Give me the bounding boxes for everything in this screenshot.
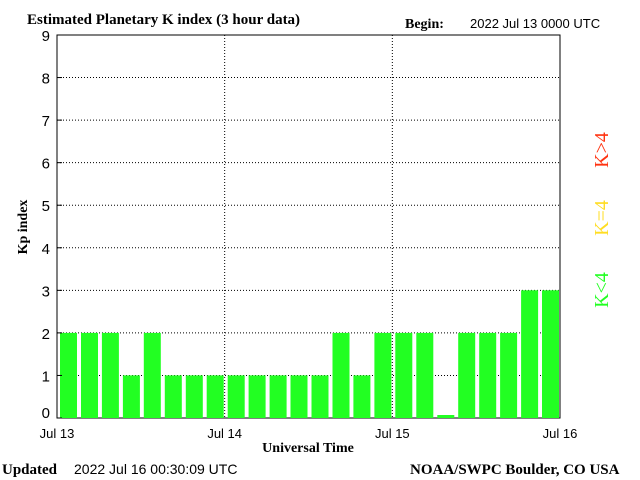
x-tick-labels: Jul 13 Jul 14 Jul 15 Jul 16 [40,426,578,441]
kp-bar [416,332,434,418]
y-tick-label: 8 [42,71,50,88]
kp-bar [143,332,161,418]
plot-frame [56,34,561,419]
kp-bar [227,375,245,418]
y-tick-label: 9 [42,28,50,45]
footer-credit: NOAA/SWPC Boulder, CO USA [410,462,620,478]
y-tick-label: 0 [42,405,50,422]
kp-bar [332,332,350,418]
x-tick-label: Jul 14 [207,426,242,441]
kp-bar [122,375,140,418]
kp-bar [395,332,413,418]
y-axis-label: Kp index [16,200,31,255]
updated-label: Updated [2,462,58,478]
kp-bar [206,375,224,418]
y-tick-label: 1 [42,368,50,385]
y-tick-label: 6 [42,156,50,173]
y-tick-label: 7 [42,113,50,130]
kp-bar [500,332,518,418]
kp-bar [60,332,77,418]
grid-lines [57,35,560,418]
y-tick-label: 3 [42,283,50,300]
legend-equal: K=4 [591,200,613,236]
kp-bar [269,375,287,418]
updated-value: 2022 Jul 16 00:30:09 UTC [74,461,237,477]
kp-bar [374,332,392,418]
y-tick-label: 5 [42,198,50,215]
chart-title: Estimated Planetary K index (3 hour data… [27,12,300,28]
kp-bar [164,375,182,418]
kp-bar [542,290,559,418]
kp-bar [479,332,497,418]
bars [60,290,559,418]
kp-bar [353,375,371,418]
begin-value: 2022 Jul 13 0000 UTC [470,16,600,31]
kp-bar [458,332,476,418]
y-tick-labels: 0 1 2 3 4 5 6 7 8 9 [42,28,62,422]
kp-bar [81,332,98,418]
y-tick-label: 2 [42,326,50,343]
kp-bar [248,375,266,418]
legend-high: K>4 [591,132,613,168]
legend-low: K<4 [591,272,613,308]
kp-bar [185,375,203,418]
x-axis-label: Universal Time [262,441,354,456]
y-tick-label: 4 [42,241,50,258]
kp-bar [521,290,539,418]
kp-bar [437,415,455,418]
kp-bar [290,375,308,418]
x-tick-label: Jul 16 [543,426,578,441]
x-tick-label: Jul 13 [40,426,75,441]
x-tick-label: Jul 15 [375,426,410,441]
kp-bar [101,332,119,418]
kp-bar [311,375,329,418]
begin-label: Begin: [405,17,444,32]
